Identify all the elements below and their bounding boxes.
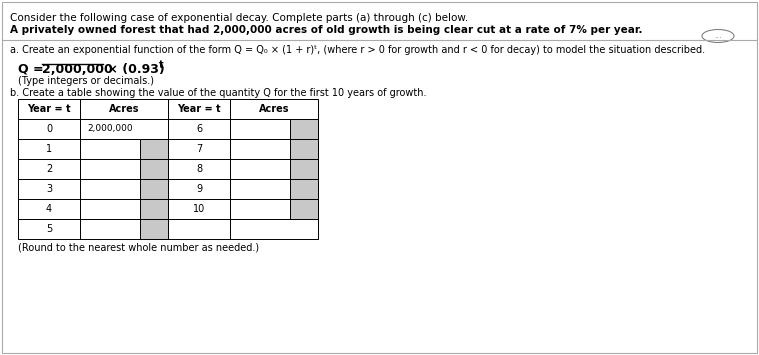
Bar [230, 139, 318, 159]
Bar [168, 139, 230, 159]
Text: A privately owned forest that had 2,000,000 acres of old growth is being clear c: A privately owned forest that had 2,000,… [10, 25, 643, 35]
Bar [168, 219, 230, 239]
Text: 1: 1 [46, 144, 52, 154]
Bar [290, 179, 318, 199]
Bar [290, 159, 318, 179]
Bar [290, 199, 318, 219]
Text: Q =: Q = [18, 63, 48, 76]
Bar [230, 219, 318, 239]
Bar [230, 119, 318, 139]
Bar [168, 179, 230, 199]
Bar [80, 99, 168, 119]
Text: 10: 10 [193, 204, 205, 214]
Text: 0: 0 [46, 124, 52, 134]
Bar [80, 219, 168, 239]
Bar [80, 159, 168, 179]
Bar [140, 179, 168, 199]
Bar [230, 179, 318, 199]
Text: 8: 8 [196, 164, 202, 174]
Text: a. Create an exponential function of the form Q = Q₀ × (1 + r)ᵗ, (where r > 0 fo: a. Create an exponential function of the… [10, 45, 705, 55]
Bar [140, 159, 168, 179]
Text: 5: 5 [46, 224, 52, 234]
Bar [290, 139, 318, 159]
Bar [168, 159, 230, 179]
Text: Acres: Acres [259, 104, 289, 114]
Text: 7: 7 [196, 144, 202, 154]
Bar [80, 199, 168, 219]
Bar [168, 199, 230, 219]
Ellipse shape [702, 29, 734, 43]
Text: Consider the following case of exponential decay. Complete parts (a) through (c): Consider the following case of exponenti… [10, 13, 468, 23]
Text: 4: 4 [46, 204, 52, 214]
Bar [140, 139, 168, 159]
Text: × (0.93): × (0.93) [103, 63, 165, 76]
Bar [168, 119, 230, 139]
Bar [168, 99, 230, 119]
Bar [230, 159, 318, 179]
Bar [290, 119, 318, 139]
Bar [80, 139, 168, 159]
Text: Acres: Acres [109, 104, 139, 114]
Text: 2,000,000: 2,000,000 [42, 63, 113, 76]
Bar [230, 99, 318, 119]
Text: Year = t: Year = t [177, 104, 221, 114]
Bar [18, 119, 80, 139]
Bar [230, 199, 318, 219]
Text: (Type integers or decimals.): (Type integers or decimals.) [18, 76, 154, 86]
Bar [18, 179, 80, 199]
Text: b. Create a table showing the value of the quantity Q for the first 10 years of : b. Create a table showing the value of t… [10, 88, 427, 98]
Text: t: t [159, 60, 164, 70]
Bar [140, 219, 168, 239]
Text: ...: ... [714, 32, 722, 40]
Text: (Round to the nearest whole number as needed.): (Round to the nearest whole number as ne… [18, 242, 259, 252]
Bar [18, 159, 80, 179]
Bar [18, 199, 80, 219]
Text: 6: 6 [196, 124, 202, 134]
Bar [140, 199, 168, 219]
Text: Year = t: Year = t [27, 104, 71, 114]
Bar [18, 99, 80, 119]
Bar [18, 219, 80, 239]
Text: 3: 3 [46, 184, 52, 194]
Text: 9: 9 [196, 184, 202, 194]
Text: 2: 2 [46, 164, 52, 174]
Bar [80, 119, 168, 139]
Text: 2,000,000: 2,000,000 [87, 125, 133, 133]
Bar [80, 179, 168, 199]
Bar [18, 139, 80, 159]
